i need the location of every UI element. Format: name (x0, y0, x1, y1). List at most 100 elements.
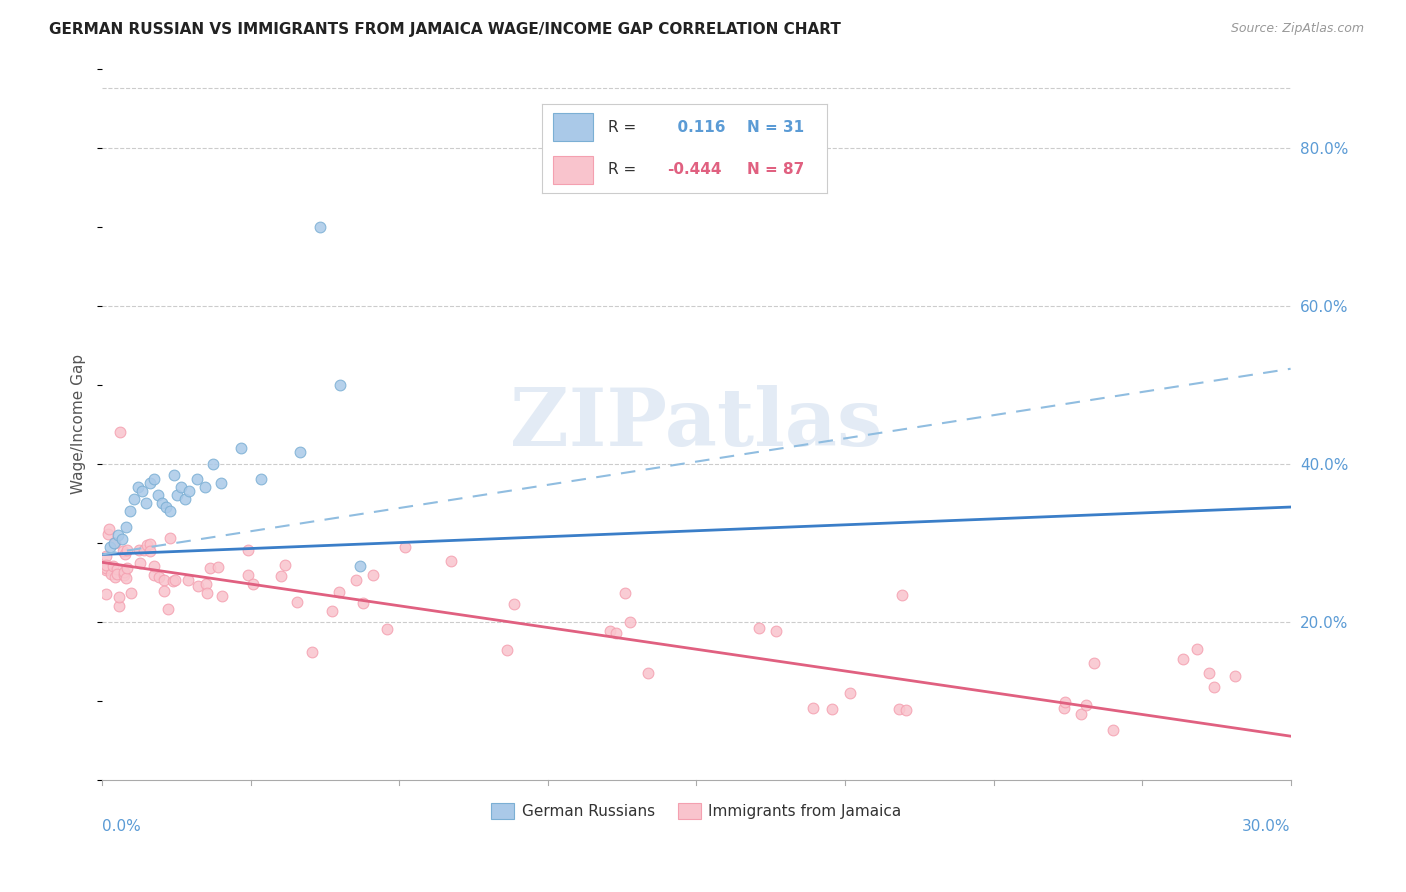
Y-axis label: Wage/Income Gap: Wage/Income Gap (72, 354, 86, 494)
Point (118, 504, 141, 518)
Point (1053, 695, 1076, 709)
Point (1070, 707, 1092, 722)
Point (839, 686, 862, 700)
Point (131, 484, 153, 499)
Point (270, 569, 292, 583)
Point (1101, 723, 1123, 737)
Point (163, 573, 186, 587)
Point (1171, 652, 1194, 666)
Point (135, 496, 157, 510)
Point (174, 492, 197, 507)
Point (127, 480, 149, 494)
Point (97, 527, 120, 541)
Point (211, 589, 233, 603)
Point (236, 543, 259, 558)
Point (209, 476, 232, 491)
Point (328, 584, 350, 599)
Point (103, 570, 125, 584)
Point (236, 568, 259, 582)
Point (122, 492, 145, 507)
Point (229, 441, 252, 455)
Point (142, 568, 165, 582)
Point (156, 602, 179, 616)
Point (159, 531, 181, 545)
Point (159, 504, 181, 518)
Text: GERMAN RUSSIAN VS IMMIGRANTS FROM JAMAICA WAGE/INCOME GAP CORRELATION CHART: GERMAN RUSSIAN VS IMMIGRANTS FROM JAMAIC… (49, 22, 841, 37)
Point (198, 561, 221, 575)
Point (108, 425, 131, 439)
Point (186, 472, 208, 486)
Point (152, 574, 174, 588)
Point (100, 567, 122, 582)
Point (195, 586, 218, 600)
Point (129, 556, 152, 570)
Point (112, 568, 135, 582)
Point (112, 544, 135, 558)
Point (148, 570, 170, 584)
Point (138, 537, 160, 551)
Point (107, 527, 129, 541)
Point (440, 553, 463, 567)
Point (139, 476, 162, 491)
Point (821, 702, 844, 716)
Point (1083, 656, 1105, 670)
Point (114, 547, 136, 561)
Point (146, 488, 169, 502)
Point (143, 558, 166, 573)
Point (97, 522, 120, 536)
Point (194, 577, 217, 591)
Point (96, 563, 118, 577)
Point (96, 549, 118, 563)
Point (637, 666, 659, 681)
Point (375, 622, 398, 636)
Point (352, 596, 374, 610)
Point (748, 621, 770, 635)
Point (242, 577, 264, 591)
Point (155, 500, 177, 514)
Point (98, 540, 121, 554)
Point (503, 597, 526, 611)
Point (274, 558, 297, 573)
Point (96, 558, 118, 573)
Point (249, 472, 271, 486)
Point (96, 587, 118, 601)
Point (349, 559, 371, 574)
Point (207, 559, 229, 574)
Point (105, 566, 128, 581)
Point (136, 538, 159, 552)
Point (765, 624, 787, 639)
Point (1185, 642, 1208, 657)
Point (107, 590, 129, 604)
Point (120, 586, 142, 600)
Text: ZIPatlas: ZIPatlas (510, 385, 883, 463)
Point (103, 535, 125, 549)
Point (112, 565, 135, 579)
Point (170, 480, 193, 494)
Point (309, 219, 332, 234)
Point (117, 561, 139, 575)
Point (115, 520, 138, 534)
Point (290, 444, 312, 458)
Point (202, 457, 225, 471)
Point (132, 542, 155, 557)
Point (194, 480, 217, 494)
Point (1074, 698, 1097, 713)
Point (894, 703, 917, 717)
Text: Source: ZipAtlas.com: Source: ZipAtlas.com (1230, 22, 1364, 36)
Point (363, 567, 385, 582)
Legend: German Russians, Immigrants from Jamaica: German Russians, Immigrants from Jamaica (485, 797, 908, 825)
Point (619, 615, 641, 629)
Point (1053, 701, 1076, 715)
Point (891, 588, 914, 602)
Text: 30.0%: 30.0% (1241, 819, 1291, 834)
Point (301, 645, 323, 659)
Point (344, 573, 367, 587)
Point (1198, 665, 1220, 680)
Point (179, 484, 201, 499)
Point (103, 559, 125, 574)
Point (104, 535, 127, 549)
Point (105, 562, 128, 576)
Point (496, 643, 519, 657)
Point (96, 561, 118, 575)
Point (329, 377, 352, 392)
